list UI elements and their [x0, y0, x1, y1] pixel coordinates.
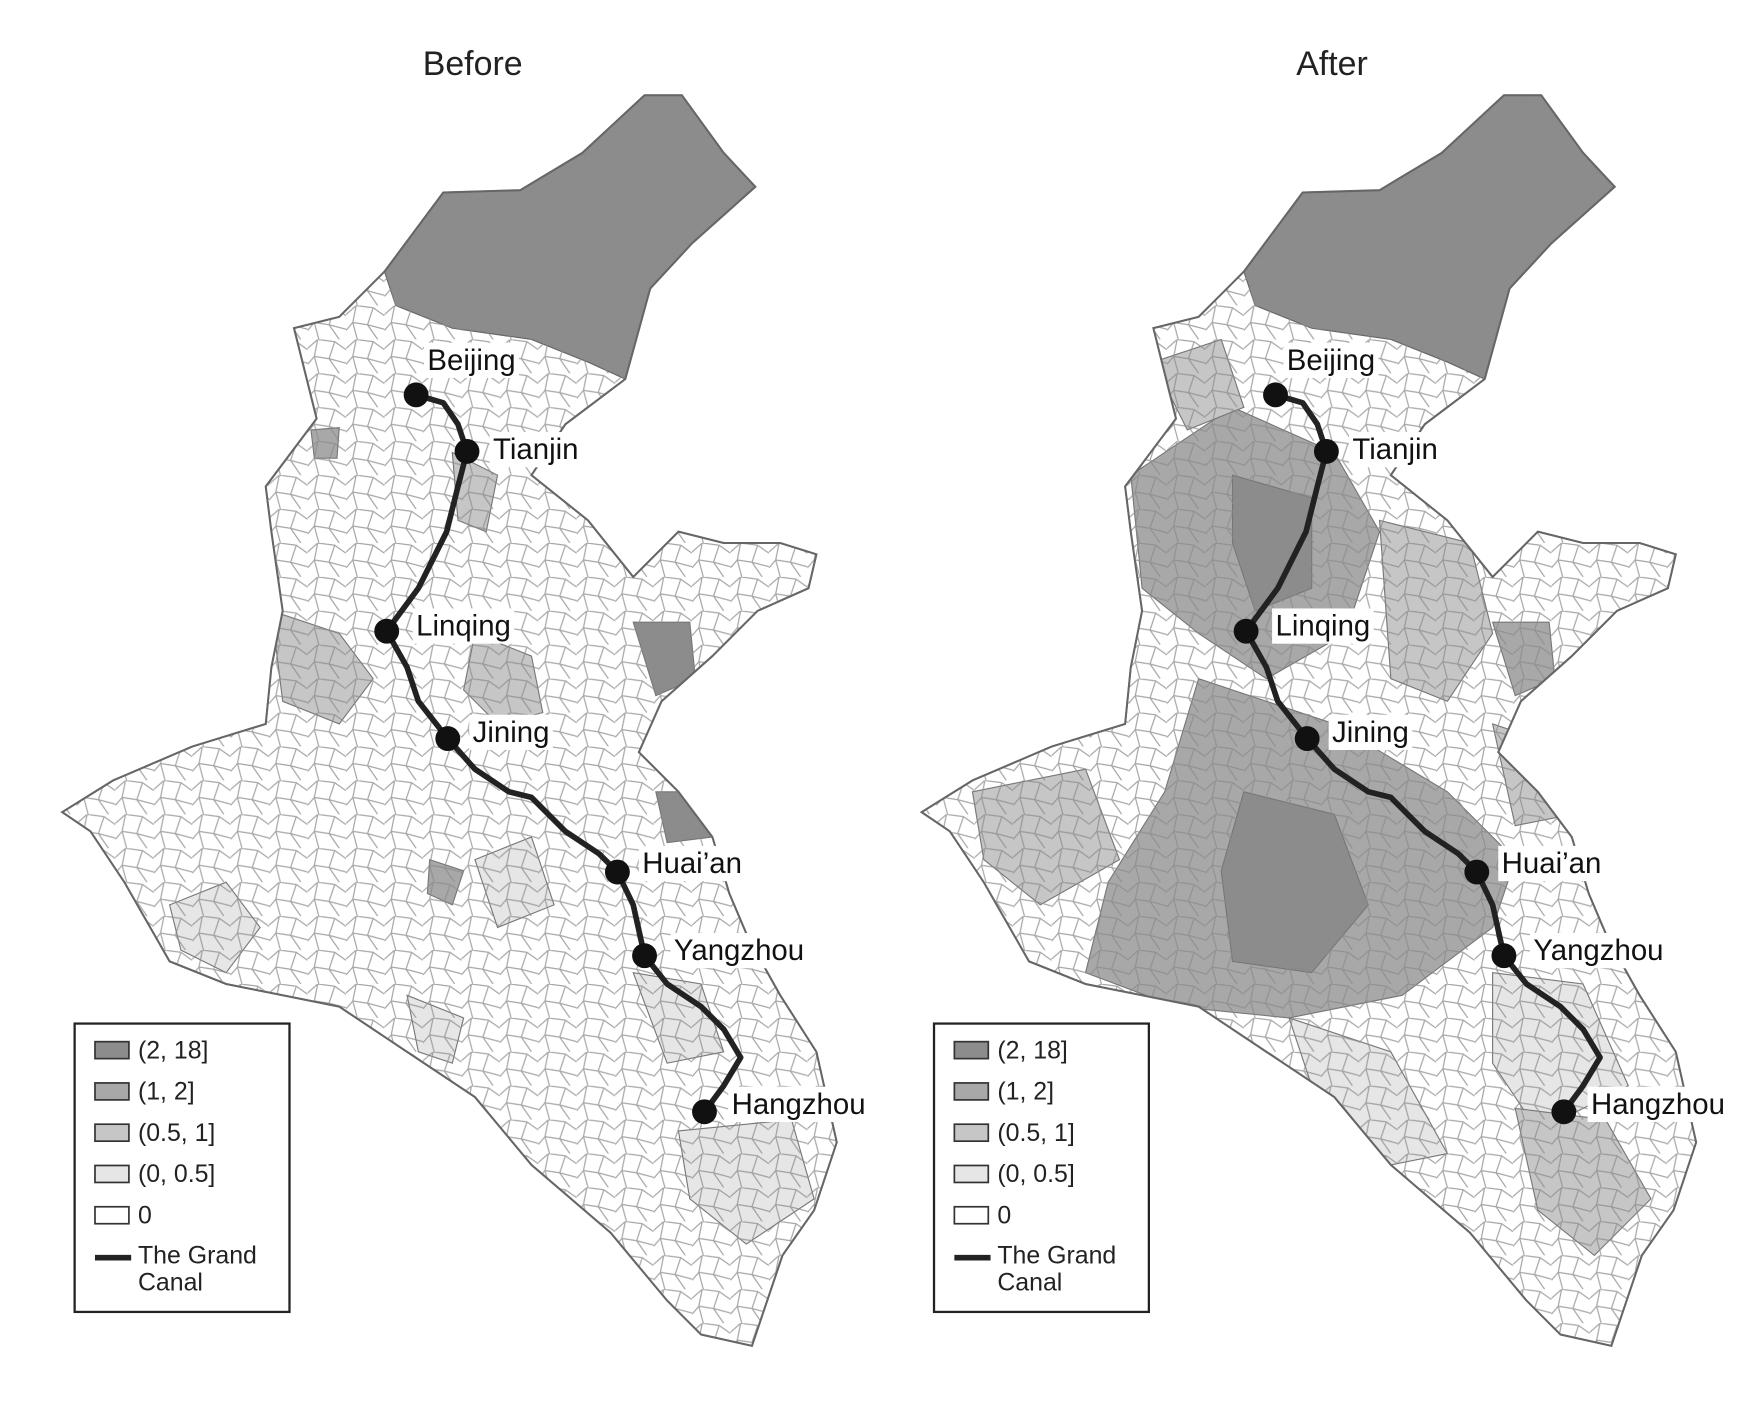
legend-swatch	[94, 1082, 130, 1101]
city-dot	[1313, 438, 1339, 464]
city-label-bg	[1283, 342, 1379, 378]
legend-swatch	[94, 1040, 130, 1060]
legend-swatch	[953, 1164, 990, 1184]
city-label: Hangzhou	[1591, 1088, 1725, 1121]
city-dot	[692, 1099, 717, 1125]
city-label-bg	[412, 608, 515, 644]
city-label-bg	[1272, 608, 1374, 644]
legend-label: (2, 18]	[997, 1036, 1067, 1064]
map-panel: Before Beijing Tianjin Linqing Jining Huai’an…	[61, 45, 869, 1347]
city-label: Huai’an	[642, 847, 742, 880]
city-dot	[1294, 726, 1320, 752]
city-dot	[604, 859, 630, 885]
city-dot	[1491, 943, 1517, 969]
legend: (2, 18] (1, 2] (0.5, 1] (0, 0.5] 0 The Grand …	[932, 1022, 1150, 1314]
city-label-bg	[489, 432, 582, 468]
legend-swatch	[953, 1040, 990, 1060]
legend-label: (0.5, 1]	[997, 1119, 1074, 1147]
city-dot	[1233, 618, 1259, 644]
legend: (2, 18] (1, 2] (0.5, 1] (0, 0.5] 0 The Grand …	[73, 1022, 291, 1314]
city-label: Huai’an	[1502, 847, 1602, 880]
city-dot	[632, 943, 657, 969]
city-label-bg	[1349, 432, 1442, 468]
city-label: Hangzhou	[732, 1088, 866, 1121]
legend-label: (0, 0.5]	[997, 1160, 1074, 1188]
city-label-bg	[1587, 1086, 1729, 1123]
city-label: Beijing	[427, 344, 515, 377]
city-label-bg	[728, 1086, 869, 1123]
legend-label: (0, 0.5]	[138, 1160, 215, 1188]
city-label: Tianjin	[1352, 433, 1437, 466]
city-dot	[374, 618, 400, 644]
legend-label: (1, 2]	[138, 1078, 195, 1106]
city-label-bg	[1529, 932, 1667, 969]
city-dot	[1464, 859, 1490, 885]
legend-label: 0	[997, 1201, 1011, 1229]
legend-canal-label: The Grand Canal	[997, 1241, 1117, 1297]
city-label-bg	[1498, 845, 1605, 882]
city-dot	[435, 726, 461, 752]
city-dot	[454, 438, 480, 464]
city-label-bg	[469, 714, 553, 750]
city-label: Linqing	[416, 610, 511, 643]
legend-label: (2, 18]	[138, 1036, 208, 1064]
city-label-bg	[1328, 714, 1413, 750]
city-label-bg	[670, 932, 808, 969]
city-label-bg	[638, 845, 746, 882]
city-dot	[403, 382, 429, 408]
grand-canal	[383, 392, 744, 1114]
city-label-bg	[424, 342, 520, 378]
city-label: Yangzhou	[1533, 934, 1663, 967]
city-label: Beijing	[1287, 344, 1375, 377]
legend-label: The Grand Canal	[137, 1241, 257, 1297]
legend-swatch	[953, 1205, 990, 1225]
grand-canal	[1243, 392, 1603, 1114]
legend-label: (0.5, 1]	[138, 1119, 215, 1147]
city-dot	[1551, 1099, 1577, 1125]
legend-label: The Grand Canal	[997, 1241, 1117, 1297]
panel-title: After	[1296, 45, 1368, 83]
legend-swatch	[953, 1123, 990, 1143]
city-dot	[1263, 382, 1288, 408]
legend-swatch	[94, 1164, 130, 1184]
legend-swatch	[94, 1205, 130, 1225]
legend-label: (1, 2]	[997, 1078, 1054, 1106]
legend-canal-label: The Grand Canal	[137, 1241, 257, 1297]
city-label: Yangzhou	[674, 934, 804, 967]
city-label: Linqing	[1276, 610, 1371, 643]
legend-swatch	[953, 1082, 990, 1101]
panel-title: Before	[423, 45, 523, 83]
city-label: Tianjin	[493, 433, 578, 466]
legend-label: 0	[138, 1201, 152, 1229]
city-label: Jining	[473, 716, 550, 749]
legend-swatch	[94, 1123, 130, 1143]
map-panel: After Beijing Tianjin Linqing Jining Huai’an Y…	[920, 45, 1729, 1347]
city-label: Jining	[1332, 716, 1409, 749]
